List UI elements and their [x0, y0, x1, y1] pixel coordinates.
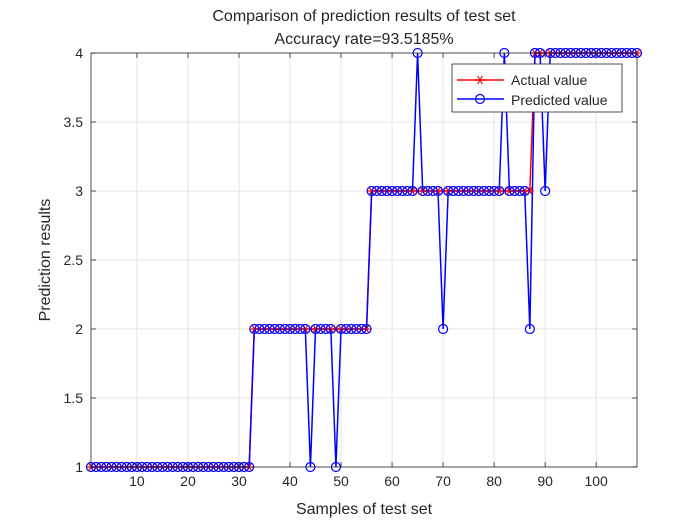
predicted-value-point — [320, 323, 331, 335]
predicted-value-point — [361, 323, 372, 335]
predicted-value-point — [540, 185, 551, 197]
x-tick-label: 70 — [435, 473, 451, 489]
y-tick-label: 4 — [75, 45, 83, 61]
predicted-value-point — [254, 323, 265, 335]
predicted-value-point — [386, 185, 398, 197]
predicted-value-point — [483, 185, 495, 197]
x-tick-label: 50 — [333, 473, 349, 489]
predicted-value-point — [259, 323, 270, 335]
predicted-value-point — [504, 185, 515, 197]
predicted-value-point — [300, 323, 311, 335]
predicted-value-point — [458, 185, 469, 197]
y-tick-label: 2.5 — [64, 252, 84, 268]
predicted-value-point — [335, 323, 347, 335]
x-tick-label: 100 — [584, 473, 608, 489]
predicted-value-point — [443, 185, 454, 197]
predicted-value-point — [397, 185, 408, 197]
chart-title: Comparison of prediction results of test… — [212, 8, 516, 25]
chart-subtitle: Accuracy rate=93.5185% — [274, 31, 453, 48]
predicted-value-point — [346, 323, 357, 335]
predicted-value-point — [473, 185, 484, 197]
y-tick-label: 1 — [75, 459, 83, 475]
predicted-value-point — [432, 185, 444, 197]
predicted-value-point — [468, 185, 479, 197]
predicted-value-point — [514, 185, 525, 197]
predicted-value-point — [249, 323, 260, 335]
predicted-value-point — [524, 323, 535, 335]
y-tick-label: 3 — [75, 183, 83, 199]
predicted-value-point — [366, 185, 377, 197]
predicted-value-point — [392, 185, 403, 197]
predicted-value-point — [264, 323, 275, 335]
legend-marker-predicted — [474, 93, 486, 105]
predicted-value-point — [448, 185, 459, 197]
predicted-value-point — [279, 323, 291, 335]
predicted-value-point — [494, 185, 505, 197]
predicted-value-point — [351, 323, 362, 335]
predicted-value-point — [290, 323, 301, 335]
predicted-value-point — [356, 323, 367, 335]
y-tick-label: 3.5 — [64, 114, 84, 130]
y-tick-label: 2 — [75, 321, 83, 337]
predicted-value-point — [341, 323, 352, 335]
predicted-value-point — [310, 323, 321, 335]
predicted-value-point — [478, 185, 490, 197]
x-tick-label: 90 — [537, 473, 553, 489]
ticks: 10 20 30 40 50 60 70 80 90 100 1 1.5 2 2.5 3 3.5 4 — [64, 45, 637, 489]
legend-label-predicted: Predicted value — [511, 92, 608, 108]
x-tick-label: 40 — [282, 473, 298, 489]
predicted-value-point — [489, 185, 500, 197]
predicted-value-point — [422, 185, 433, 197]
x-tick-label: 80 — [486, 473, 502, 489]
legend: Actual value Predicted value — [451, 63, 623, 113]
predicted-value-point — [437, 323, 449, 335]
predicted-value-point — [381, 185, 393, 197]
predicted-value-point — [325, 323, 336, 335]
predicted-value-point — [402, 185, 413, 197]
y-axis-label: Prediction results — [37, 199, 54, 322]
predicted-value-point — [407, 185, 418, 197]
x-tick-label: 60 — [384, 473, 400, 489]
x-tick-label: 10 — [129, 473, 145, 489]
predicted-value-point — [453, 185, 464, 197]
legend-label-actual: Actual value — [511, 72, 587, 88]
predicted-value-point — [427, 185, 438, 197]
predicted-value-point — [269, 323, 280, 335]
x-axis-label: Samples of test set — [296, 501, 433, 518]
predicted-value-point — [284, 323, 296, 335]
predicted-value-point — [315, 323, 326, 335]
x-tick-label: 20 — [180, 473, 196, 489]
legend-asterisk — [475, 75, 485, 85]
predicted-value-point — [274, 323, 285, 335]
predicted-value-point — [509, 185, 520, 197]
y-tick-label: 1.5 — [64, 390, 84, 406]
predicted-value-point — [417, 185, 428, 197]
legend-marker-actual — [475, 75, 485, 85]
predicted-value-point — [376, 185, 387, 197]
predicted-value-point — [519, 185, 530, 197]
predicted-value-point — [295, 323, 306, 335]
predicted-value-point — [371, 185, 382, 197]
x-tick-label: 30 — [231, 473, 247, 489]
predicted-value-point — [463, 185, 474, 197]
